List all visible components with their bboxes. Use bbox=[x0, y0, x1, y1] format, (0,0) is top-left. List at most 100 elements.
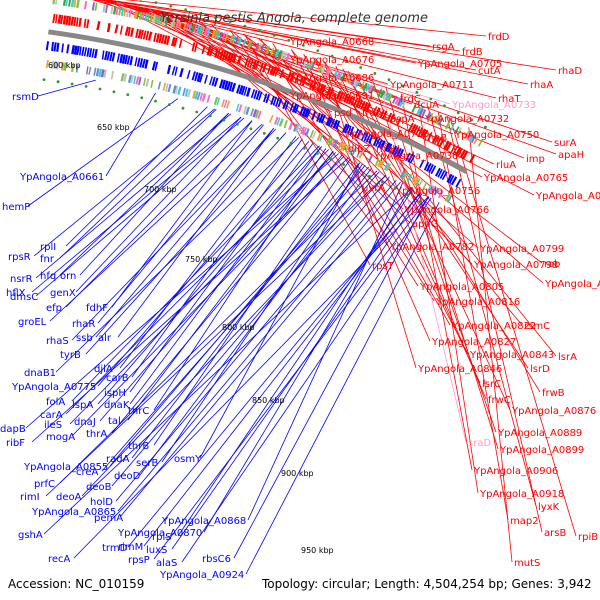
feature-block bbox=[320, 114, 326, 124]
feature-block bbox=[311, 110, 317, 121]
feature-block bbox=[221, 50, 227, 61]
feature-block bbox=[316, 112, 321, 122]
feature-block bbox=[394, 96, 400, 105]
gene-label: nsrR bbox=[10, 274, 33, 285]
feature-block bbox=[353, 128, 360, 138]
feature-block bbox=[261, 63, 267, 73]
feature-block bbox=[226, 81, 231, 91]
gene-label: rplI bbox=[40, 242, 56, 253]
gene-label: lsrA bbox=[558, 352, 577, 363]
feature-block bbox=[310, 61, 316, 70]
feature-block bbox=[203, 27, 209, 36]
feature-block bbox=[301, 77, 307, 87]
gene-label: deoA bbox=[56, 492, 82, 503]
feature-block bbox=[438, 138, 445, 147]
feature-block bbox=[346, 145, 352, 154]
gc-marker bbox=[345, 60, 348, 64]
feature-block bbox=[406, 173, 413, 182]
feature-block bbox=[284, 100, 290, 110]
feature-block bbox=[469, 154, 476, 164]
leader-line bbox=[65, 106, 208, 247]
feature-block bbox=[242, 38, 247, 47]
gene-label: frdB bbox=[462, 47, 483, 58]
feature-block bbox=[151, 61, 156, 71]
kbp-label: 650 kbp bbox=[97, 123, 130, 132]
feature-block bbox=[231, 53, 237, 64]
leader-line bbox=[400, 93, 473, 471]
feature-block bbox=[419, 128, 427, 138]
leader-line bbox=[203, 187, 412, 533]
feature-block bbox=[444, 193, 451, 202]
feature-block bbox=[242, 105, 248, 115]
feature-block bbox=[279, 69, 285, 79]
gene-label: YpAngola_A0822 bbox=[451, 321, 536, 332]
feature-block bbox=[350, 77, 356, 86]
feature-block bbox=[271, 66, 278, 76]
feature-block bbox=[190, 23, 196, 33]
feature-block bbox=[206, 28, 211, 37]
gene-label: rhaS bbox=[46, 336, 69, 347]
gene-label: tal bbox=[108, 416, 121, 427]
gene-label: thrC bbox=[128, 406, 149, 417]
gene-label: thrB bbox=[128, 441, 149, 452]
feature-block bbox=[335, 71, 341, 80]
feature-block bbox=[365, 83, 371, 92]
gc-marker bbox=[184, 8, 188, 12]
feature-block bbox=[350, 96, 356, 106]
kbp-label: 850 kbp bbox=[252, 396, 285, 405]
feature-block bbox=[318, 64, 323, 73]
feature-block bbox=[295, 124, 301, 133]
feature-block bbox=[408, 122, 414, 132]
gene-label: YpAngola_A0906 bbox=[473, 466, 558, 477]
feature-block bbox=[365, 133, 372, 143]
feature-block bbox=[257, 110, 262, 119]
feature-block bbox=[133, 10, 138, 19]
feature-block bbox=[327, 117, 334, 127]
feature-block bbox=[402, 171, 408, 180]
feature-block bbox=[226, 52, 232, 62]
feature-block bbox=[299, 106, 305, 116]
feature-block bbox=[173, 37, 178, 47]
feature-block bbox=[294, 104, 300, 114]
feature-block bbox=[265, 94, 271, 104]
feature-block bbox=[391, 95, 398, 104]
gc-marker bbox=[195, 110, 199, 114]
gc-marker bbox=[316, 152, 319, 155]
gc-marker bbox=[249, 127, 253, 131]
feature-block bbox=[269, 114, 274, 123]
feature-block bbox=[386, 163, 392, 172]
feature-block bbox=[218, 79, 224, 89]
feature-block bbox=[224, 51, 229, 61]
feature-block bbox=[309, 129, 315, 139]
feature-block bbox=[454, 126, 460, 135]
gene-label: carB bbox=[106, 373, 129, 384]
feature-block bbox=[152, 14, 157, 23]
feature-block bbox=[194, 91, 199, 100]
feature-block bbox=[377, 139, 383, 149]
feature-block bbox=[300, 126, 306, 135]
feature-block bbox=[444, 121, 451, 130]
feature-block bbox=[120, 73, 125, 82]
feature-block bbox=[362, 101, 369, 112]
gc-marker bbox=[42, 78, 46, 81]
feature-block bbox=[333, 139, 339, 148]
feature-block bbox=[274, 67, 279, 77]
leader-line bbox=[449, 117, 577, 537]
gene-label: YpAngola_A0889 bbox=[497, 428, 582, 439]
leader-line bbox=[247, 183, 403, 521]
gene-label: YpAngola_A0775 bbox=[11, 382, 96, 393]
feature-block bbox=[356, 149, 361, 158]
feature-block bbox=[219, 49, 224, 60]
leader-line bbox=[105, 92, 156, 177]
feature-block bbox=[196, 72, 202, 82]
feature-block bbox=[391, 145, 398, 155]
feature-block bbox=[407, 153, 414, 163]
feature-block bbox=[275, 97, 280, 107]
leader-line bbox=[25, 153, 339, 429]
genome-backbone bbox=[48, 29, 468, 174]
leader-line bbox=[272, 43, 435, 302]
feature-block bbox=[389, 113, 395, 123]
feature-block bbox=[263, 93, 268, 103]
gc-marker bbox=[98, 87, 102, 91]
feature-block bbox=[272, 96, 278, 106]
